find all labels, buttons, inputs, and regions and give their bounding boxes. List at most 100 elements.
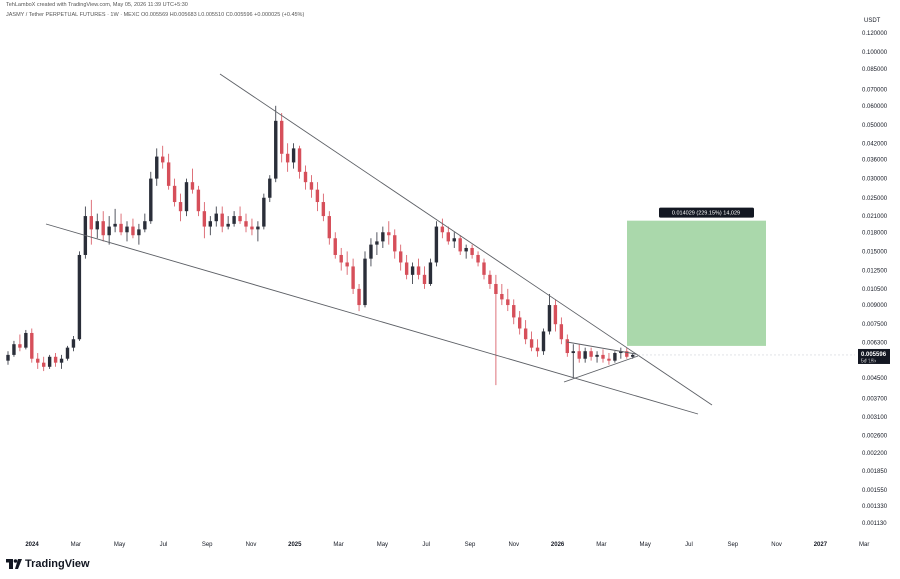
candle-body xyxy=(541,331,546,352)
candle-body xyxy=(113,223,117,227)
price-tick-label: 0.085000 xyxy=(862,67,888,73)
candle xyxy=(351,258,355,294)
candle xyxy=(583,347,587,363)
upper-trendline xyxy=(219,73,713,406)
candle xyxy=(166,153,171,190)
candle-body xyxy=(71,339,76,348)
candle xyxy=(387,221,391,245)
price-tick-label: 0.012500 xyxy=(862,269,888,275)
candle-body xyxy=(303,171,308,183)
brand-name: TradingView xyxy=(25,558,90,570)
candle xyxy=(285,143,290,172)
candle xyxy=(571,344,575,378)
price-tick-label: 0.025000 xyxy=(862,196,888,202)
candle xyxy=(523,320,528,345)
candle-body xyxy=(434,226,439,263)
lower-trendline xyxy=(45,223,699,415)
candle xyxy=(577,344,581,363)
candle xyxy=(500,283,504,306)
candle-body xyxy=(523,328,528,340)
candle-body xyxy=(137,229,141,236)
chart-header: TehLamboX created with TradingView.com, … xyxy=(6,2,304,18)
candle xyxy=(446,226,450,245)
candle xyxy=(535,339,540,357)
triangle-lower-line xyxy=(563,355,639,383)
candle-body xyxy=(452,238,456,242)
time-tick-label: Mar xyxy=(71,542,81,548)
candle-body xyxy=(274,120,278,179)
candle-body xyxy=(625,351,629,357)
candles-layer xyxy=(6,105,635,386)
candle xyxy=(482,258,486,280)
candle-body xyxy=(458,238,462,252)
candle-body xyxy=(571,351,575,354)
candle xyxy=(172,178,177,207)
tradingview-logo[interactable]: TradingView xyxy=(6,558,90,570)
candle xyxy=(42,356,46,372)
candle-body xyxy=(595,354,599,357)
candle xyxy=(24,329,28,350)
candle xyxy=(95,213,99,239)
candle xyxy=(65,345,70,361)
candle-body xyxy=(321,202,326,217)
time-tick-label: Sep xyxy=(727,542,738,548)
candle-body xyxy=(613,353,617,361)
candle xyxy=(262,193,266,230)
candle xyxy=(226,216,230,230)
candle-body xyxy=(107,226,111,236)
candle xyxy=(303,165,308,190)
candle-body xyxy=(226,223,230,227)
candle-body xyxy=(285,153,290,163)
candle xyxy=(220,206,224,233)
candle-body xyxy=(553,305,558,325)
author-line: TehLamboX created with TradingView.com, … xyxy=(6,2,188,8)
candle xyxy=(458,235,462,255)
candle-body xyxy=(89,216,93,230)
trendlines-layer xyxy=(45,73,713,415)
time-tick-label: 2024 xyxy=(25,542,39,548)
time-tick-label: May xyxy=(114,542,125,548)
time-axis: 2024 Mar May Jul Sep Nov 2025 Mar May Jul Sep Nov 20… xyxy=(25,542,869,548)
candle xyxy=(327,211,331,245)
candle xyxy=(422,266,427,289)
candle xyxy=(339,247,343,271)
candle xyxy=(280,113,284,163)
candle-body xyxy=(95,221,99,230)
candle-body xyxy=(375,241,379,245)
candle xyxy=(256,221,260,242)
candle xyxy=(178,193,183,222)
candle-body xyxy=(464,247,468,252)
candle xyxy=(30,328,34,363)
candle xyxy=(137,223,141,245)
candle-body xyxy=(440,226,445,233)
triangle-upper-line xyxy=(566,341,637,355)
price-tick-label: 0.070000 xyxy=(862,88,888,94)
candle xyxy=(512,299,516,325)
candle-body xyxy=(327,216,331,239)
candle-body xyxy=(166,162,171,186)
time-tick-label: May xyxy=(640,542,651,548)
candle xyxy=(547,293,552,335)
candle xyxy=(529,331,534,352)
candle-body xyxy=(506,299,510,306)
price-tick-label: 0.001330 xyxy=(862,504,888,510)
candle xyxy=(399,244,403,271)
candle xyxy=(291,143,296,169)
price-tick-label: 0.005300 xyxy=(862,359,888,365)
candle xyxy=(434,221,439,267)
time-tick-label: Jul xyxy=(160,542,168,548)
candle-body xyxy=(131,226,135,236)
candle-body xyxy=(232,216,236,224)
candle-body xyxy=(559,324,564,340)
candle-body xyxy=(59,358,64,363)
candle-body xyxy=(363,258,367,306)
candle xyxy=(208,216,212,236)
candle-body xyxy=(410,266,415,275)
candle xyxy=(196,185,201,217)
candle xyxy=(559,317,564,345)
candle xyxy=(470,244,474,259)
price-tick-label: 0.010500 xyxy=(862,287,888,293)
candle xyxy=(333,232,337,259)
candle xyxy=(363,251,367,308)
